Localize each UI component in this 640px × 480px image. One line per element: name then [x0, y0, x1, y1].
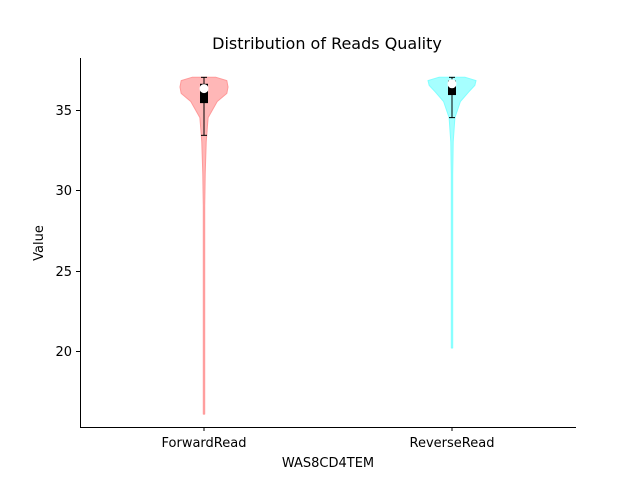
violins-layer — [180, 77, 476, 414]
y-tick-label: 30 — [55, 184, 72, 199]
violin-ForwardRead — [180, 77, 228, 414]
y-axis-ticks: 20 25 30 35 — [55, 104, 80, 360]
chart-title: Distribution of Reads Quality — [212, 34, 442, 53]
x-tick-label: ForwardRead — [162, 436, 247, 451]
y-tick-label: 25 — [55, 265, 72, 280]
y-axis-label: Value — [32, 225, 47, 261]
median-marker — [200, 84, 209, 93]
x-axis-ticks: ForwardRead ReverseRead — [162, 427, 495, 451]
y-tick-label: 35 — [55, 104, 72, 119]
x-axis-label: WAS8CD4TEM — [282, 456, 374, 471]
median-marker — [448, 79, 457, 88]
violin-ReverseRead — [428, 77, 476, 348]
y-tick-label: 20 — [55, 345, 72, 360]
x-tick-label: ReverseRead — [410, 436, 495, 451]
